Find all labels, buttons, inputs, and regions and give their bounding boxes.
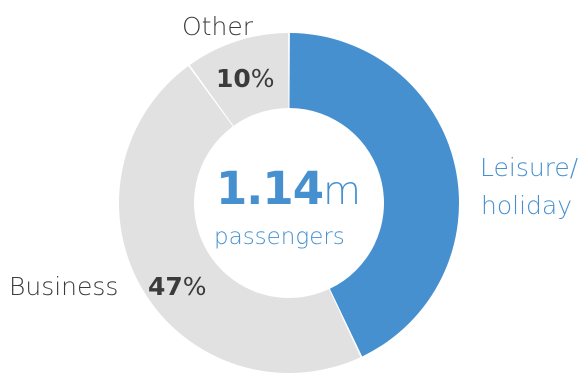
center-total: 1.14m (216, 166, 361, 211)
slice-label-other: Other (182, 12, 253, 41)
percent-sign: % (418, 154, 443, 183)
slice-value-other: 10 (216, 64, 251, 93)
slice-label-leisure-line1: Leisure/ (480, 153, 579, 182)
slice-value-leisure: 43 (384, 154, 419, 183)
center-unit: m (323, 169, 362, 214)
center-value: 1.14 (216, 162, 324, 215)
donut-slice-business (118, 65, 361, 373)
donut-slice-leisure (289, 33, 459, 357)
donut-slice-other (189, 33, 289, 126)
slice-label-business: Business (9, 272, 119, 301)
slice-percent-business: 47% (148, 274, 207, 299)
slice-percent-other: 10% (216, 66, 275, 91)
slice-percent-leisure: 43% (384, 156, 443, 181)
slice-label-leisure-line2: holiday (481, 191, 573, 220)
center-caption: passengers (214, 224, 345, 250)
slice-value-business: 47 (148, 272, 183, 301)
percent-sign: % (250, 64, 275, 93)
percent-sign: % (182, 272, 207, 301)
